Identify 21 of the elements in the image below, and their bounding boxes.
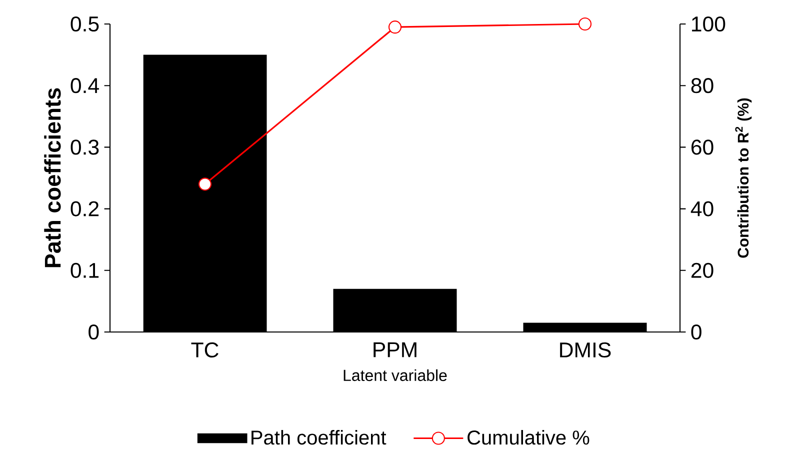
y2-tick-label: 80 — [691, 78, 714, 94]
y-tick-label: 0.1 — [70, 262, 99, 278]
y2-tick-label: 20 — [691, 262, 714, 278]
y2-tick-label: 60 — [691, 140, 714, 155]
legend-label: Cumulative % — [468, 430, 590, 445]
point — [198, 178, 212, 191]
y-tick-label: 0.5 — [70, 16, 99, 32]
x-tick-label: TC — [191, 342, 218, 358]
y2-axis-title: Contribution to R$^{2}$ (%) — [735, 98, 752, 258]
legend-label: Path coefficient — [252, 430, 386, 445]
y-tick-label: 0.4 — [70, 78, 99, 94]
y2-tick-label: 40 — [690, 201, 714, 216]
x-tick-label: PPM — [374, 342, 416, 358]
x-tick-label: DMIS — [560, 342, 611, 358]
y-axis-title: Path coefficients — [44, 88, 61, 268]
y2-tick-label: 0 — [691, 324, 702, 340]
y2-tick-label: 100 — [692, 16, 726, 32]
y-tick-label: 0.3 — [70, 140, 99, 155]
y-tick-label: 0.2 — [70, 201, 99, 216]
y-tick-label: 0 — [88, 324, 99, 340]
x-axis-title: Latent variable — [344, 369, 447, 382]
